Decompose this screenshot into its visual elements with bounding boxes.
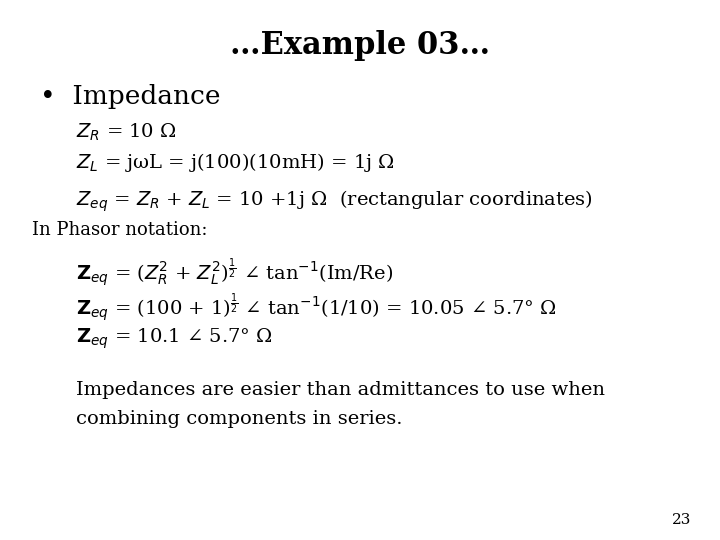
Text: $Z_L$ = jωL = j(100)(10mH) = 1j Ω: $Z_L$ = jωL = j(100)(10mH) = 1j Ω	[76, 151, 395, 174]
Text: Impedances are easier than admittances to use when: Impedances are easier than admittances t…	[76, 381, 605, 399]
Text: $\mathbf{Z}_{eq}$ = ($Z_R^2$ + $Z_L^2$)$^{\frac{1}{2}}$ ∠ tan$^{-1}$(Im/Re): $\mathbf{Z}_{eq}$ = ($Z_R^2$ + $Z_L^2$)$…	[76, 256, 393, 289]
Text: $\mathbf{Z}_{eq}$ = (100 + 1)$^{\frac{1}{2}}$ ∠ tan$^{-1}$(1/10) = 10.05 ∠ 5.7° : $\mathbf{Z}_{eq}$ = (100 + 1)$^{\frac{1}…	[76, 292, 557, 325]
Text: In Phasor notation:: In Phasor notation:	[32, 221, 208, 239]
Text: $Z_R$ = 10 Ω: $Z_R$ = 10 Ω	[76, 122, 176, 143]
Text: $Z_{eq}$ = $Z_R$ + $Z_L$ = 10 +1j Ω  (rectangular coordinates): $Z_{eq}$ = $Z_R$ + $Z_L$ = 10 +1j Ω (rec…	[76, 189, 593, 214]
Text: •  Impedance: • Impedance	[40, 84, 220, 109]
Text: …Example 03…: …Example 03…	[230, 30, 490, 60]
Text: $\mathbf{Z}_{eq}$ = 10.1 ∠ 5.7° Ω: $\mathbf{Z}_{eq}$ = 10.1 ∠ 5.7° Ω	[76, 327, 272, 351]
Text: combining components in series.: combining components in series.	[76, 410, 402, 428]
Text: 23: 23	[672, 512, 691, 526]
